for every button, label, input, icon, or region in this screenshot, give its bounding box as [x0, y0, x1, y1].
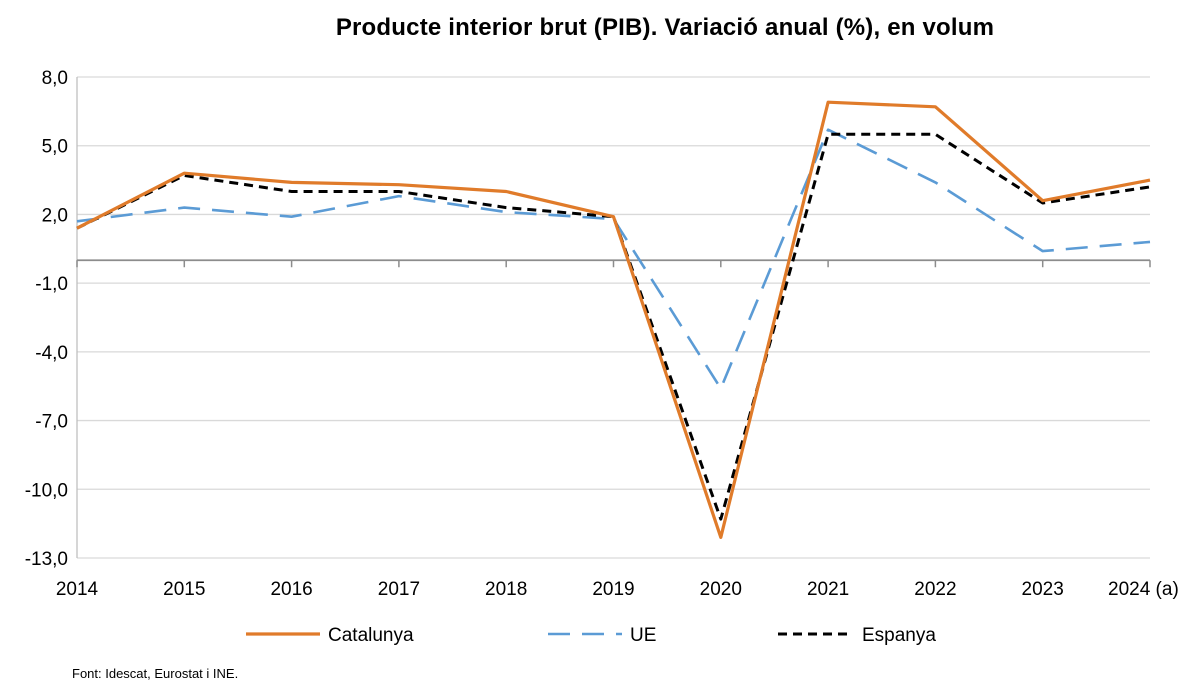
x-tick-label: 2023: [1022, 579, 1064, 600]
x-tick-label: 2022: [914, 579, 956, 600]
y-tick-label: -1,0: [35, 274, 68, 295]
series-line-ue: [76, 128, 1151, 390]
y-tick-label: 8,0: [42, 68, 68, 89]
legend-label-espanya: Espanya: [862, 625, 936, 646]
y-axis-tick-labels: 8,0 5,0 2,0 -1,0 -4,0 -7,0 -10,0 -13,0: [25, 68, 68, 570]
y-tick-label: -7,0: [35, 412, 68, 433]
x-tick-label: 2024 (a): [1108, 579, 1179, 600]
series-line-espanya: [76, 132, 1151, 521]
x-tick-label: 2014: [56, 579, 99, 600]
x-tick-label: 2020: [700, 579, 742, 600]
series-line-catalunya: [76, 100, 1151, 540]
gridlines: [77, 76, 1150, 559]
x-axis-tick-labels: 2014 2015 2016 2017 2018 2019 2020 2021 2022 2023…: [56, 579, 1179, 600]
y-tick-label: 2,0: [42, 205, 68, 226]
legend-label-ue: UE: [630, 625, 656, 646]
y-tick-label: -4,0: [35, 343, 68, 364]
legend: Catalunya UE Espanya: [246, 625, 936, 646]
x-tick-label: 2017: [378, 579, 420, 600]
y-tick-label: 5,0: [42, 137, 68, 158]
line-chart: 8,0 5,0 2,0 -1,0 -4,0 -7,0 -10,0 -13,0 2014 2015…: [25, 68, 1179, 646]
axes: [76, 77, 1151, 558]
source-note: Font: Idescat, Eurostat i INE.: [72, 666, 239, 681]
x-tick-label: 2016: [270, 579, 312, 600]
chart-title: Producte interior brut (PIB). Variació a…: [335, 14, 995, 41]
series-lines: [76, 100, 1151, 540]
x-tick-label: 2021: [807, 579, 849, 600]
y-tick-label: -10,0: [25, 480, 68, 501]
x-tick-label: 2015: [163, 579, 205, 600]
legend-label-catalunya: Catalunya: [328, 625, 414, 646]
x-tick-label: 2019: [592, 579, 634, 600]
y-tick-label: -13,0: [25, 549, 68, 570]
x-tick-label: 2018: [485, 579, 527, 600]
